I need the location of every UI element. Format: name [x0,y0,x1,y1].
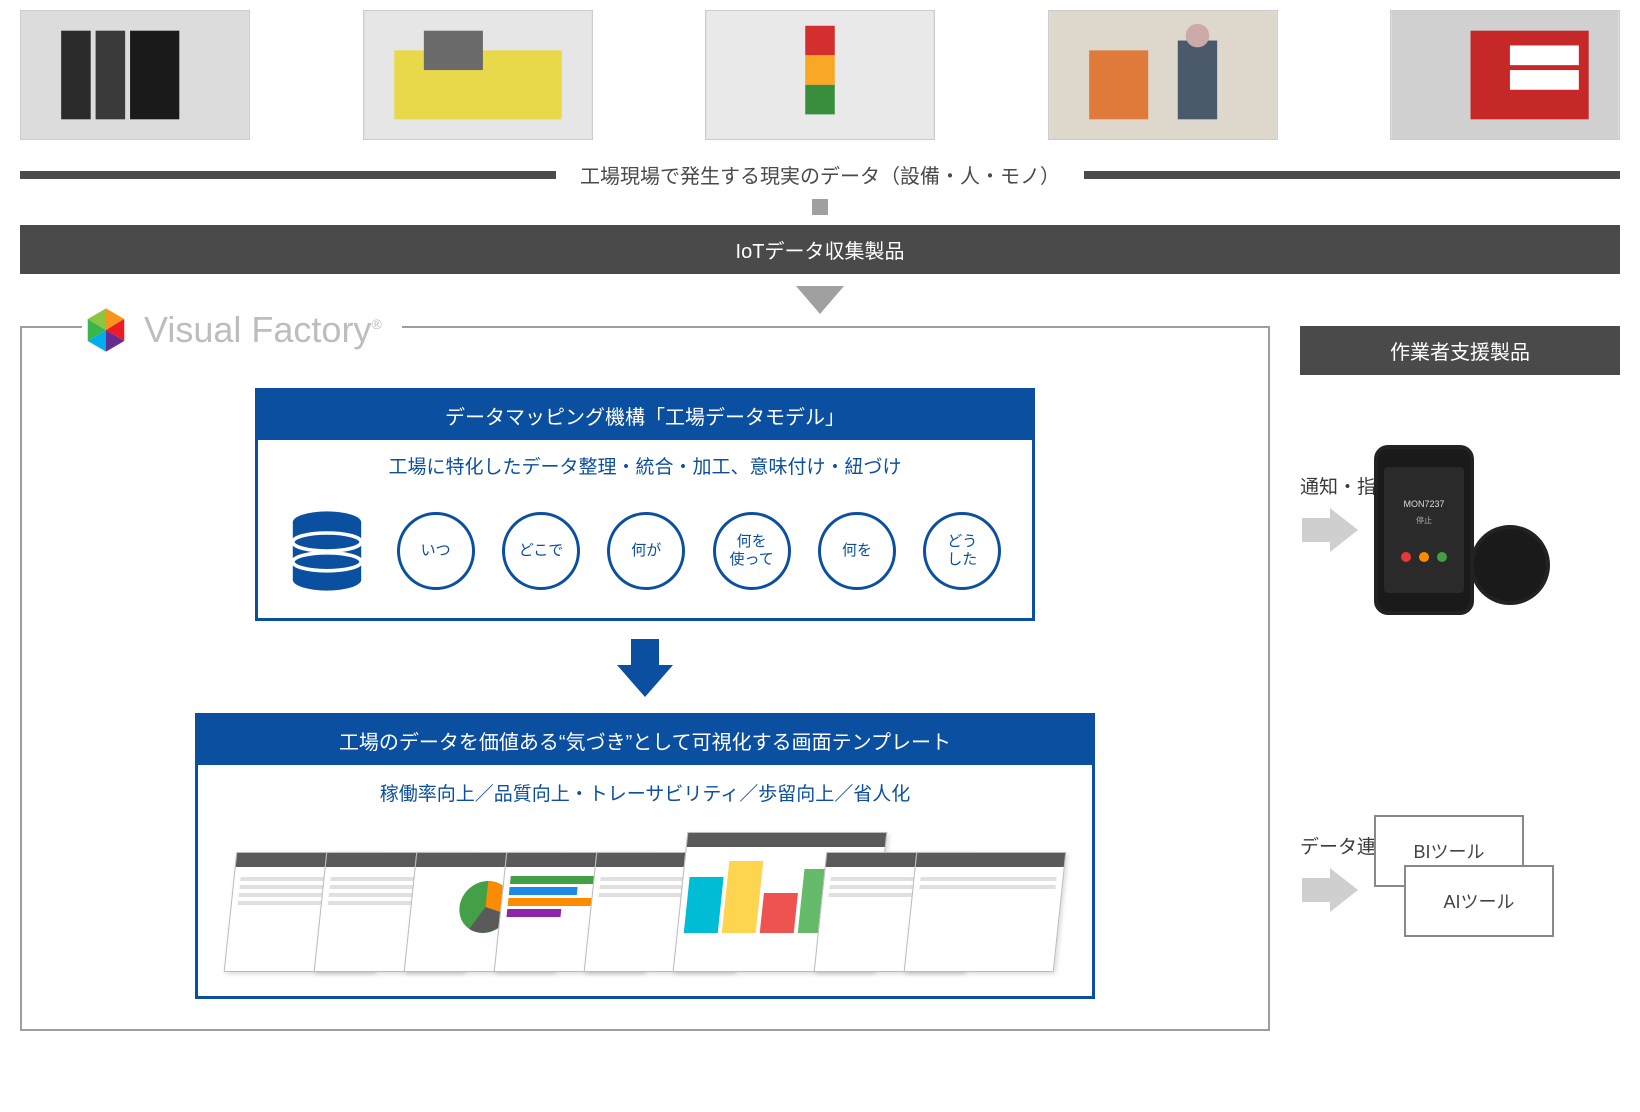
blue-arrow-down [617,665,673,697]
phone-icon: MON7237 停止 [1374,445,1474,615]
data-mapping-box: データマッピング機構「工場データモデル」 工場に特化したデータ整理・統合・加工、… [255,388,1035,621]
factory-data-label: 工場現場で発生する現実のデータ（設備・人・モノ） [556,160,1084,189]
watch-icon [1470,525,1550,605]
mapping-header: データマッピング機構「工場データモデル」 [258,391,1032,440]
photo-barcode-box [1390,10,1620,140]
main-row: Visual Factory® データマッピング機構「工場データモデル」 工場に… [10,326,1630,1031]
arrow-right-icon [1330,868,1358,912]
phone-title: MON7237 [1403,499,1444,509]
template-header: 工場のデータを価値ある“気づき”として可視化する画面テンプレート [198,716,1092,765]
data-link-block: データ連携 BIツール AIツール [1300,815,1620,965]
photo-plc [20,10,250,140]
phone-watch-graphic: MON7237 停止 [1374,445,1544,615]
photo-signal-tower [705,10,935,140]
arrow-right-icon [1330,508,1358,552]
notify-block: 通知・指示 MON7237 停止 [1300,445,1620,615]
screen-template-box: 工場のデータを価値ある“気づき”として可視化する画面テンプレート 稼働率向上／品… [195,713,1095,999]
phone-dot-orange [1419,552,1429,562]
phone-dot-green [1437,552,1447,562]
photo-worker [1048,10,1278,140]
top-photo-row [10,10,1630,140]
circle-using-what: 何を 使って [713,512,791,590]
phone-dot-red [1401,552,1411,562]
bar-line-right [1084,171,1620,179]
visual-factory-panel: Visual Factory® データマッピング機構「工場データモデル」 工場に… [20,326,1270,1031]
screens-row [198,816,1092,996]
circle-what-subject: 何が [607,512,685,590]
arrow-down-to-vf [796,286,844,314]
iot-collection-bar: IoTデータ収集製品 [20,225,1620,274]
phone-sub: 停止 [1416,515,1432,526]
right-column: 作業者支援製品 通知・指示 MON7237 停止 [1300,326,1620,1031]
factory-data-bar: 工場現場で発生する現実のデータ（設備・人・モノ） [20,160,1620,189]
bar-line-left [20,171,556,179]
vf-title-wrap: Visual Factory® [82,306,402,354]
mapping-subtitle: 工場に特化したデータ整理・統合・加工、意味付け・紐づけ [258,440,1032,492]
ai-tool-box: AIツール [1404,865,1554,937]
vf-logo-icon [82,306,130,354]
vf-title: Visual Factory® [144,309,382,351]
tool-boxes: BIツール AIツール [1374,815,1554,965]
circle-where: どこで [502,512,580,590]
circle-when: いつ [397,512,475,590]
circle-what-object: 何を [818,512,896,590]
photo-machine [363,10,593,140]
connector-square [812,199,828,215]
template-subtitle: 稼働率向上／品質向上・トレーサビリティ／歩留向上／省人化 [198,765,1092,816]
database-icon [282,506,372,596]
circle-did-what: どう した [923,512,1001,590]
mapping-inner: いつ どこで 何が 何を 使って 何を どう した [258,492,1032,618]
worker-support-header: 作業者支援製品 [1300,326,1620,375]
screen-mock [904,852,1067,972]
circles-row: いつ どこで 何が 何を 使って 何を どう した [390,512,1008,590]
